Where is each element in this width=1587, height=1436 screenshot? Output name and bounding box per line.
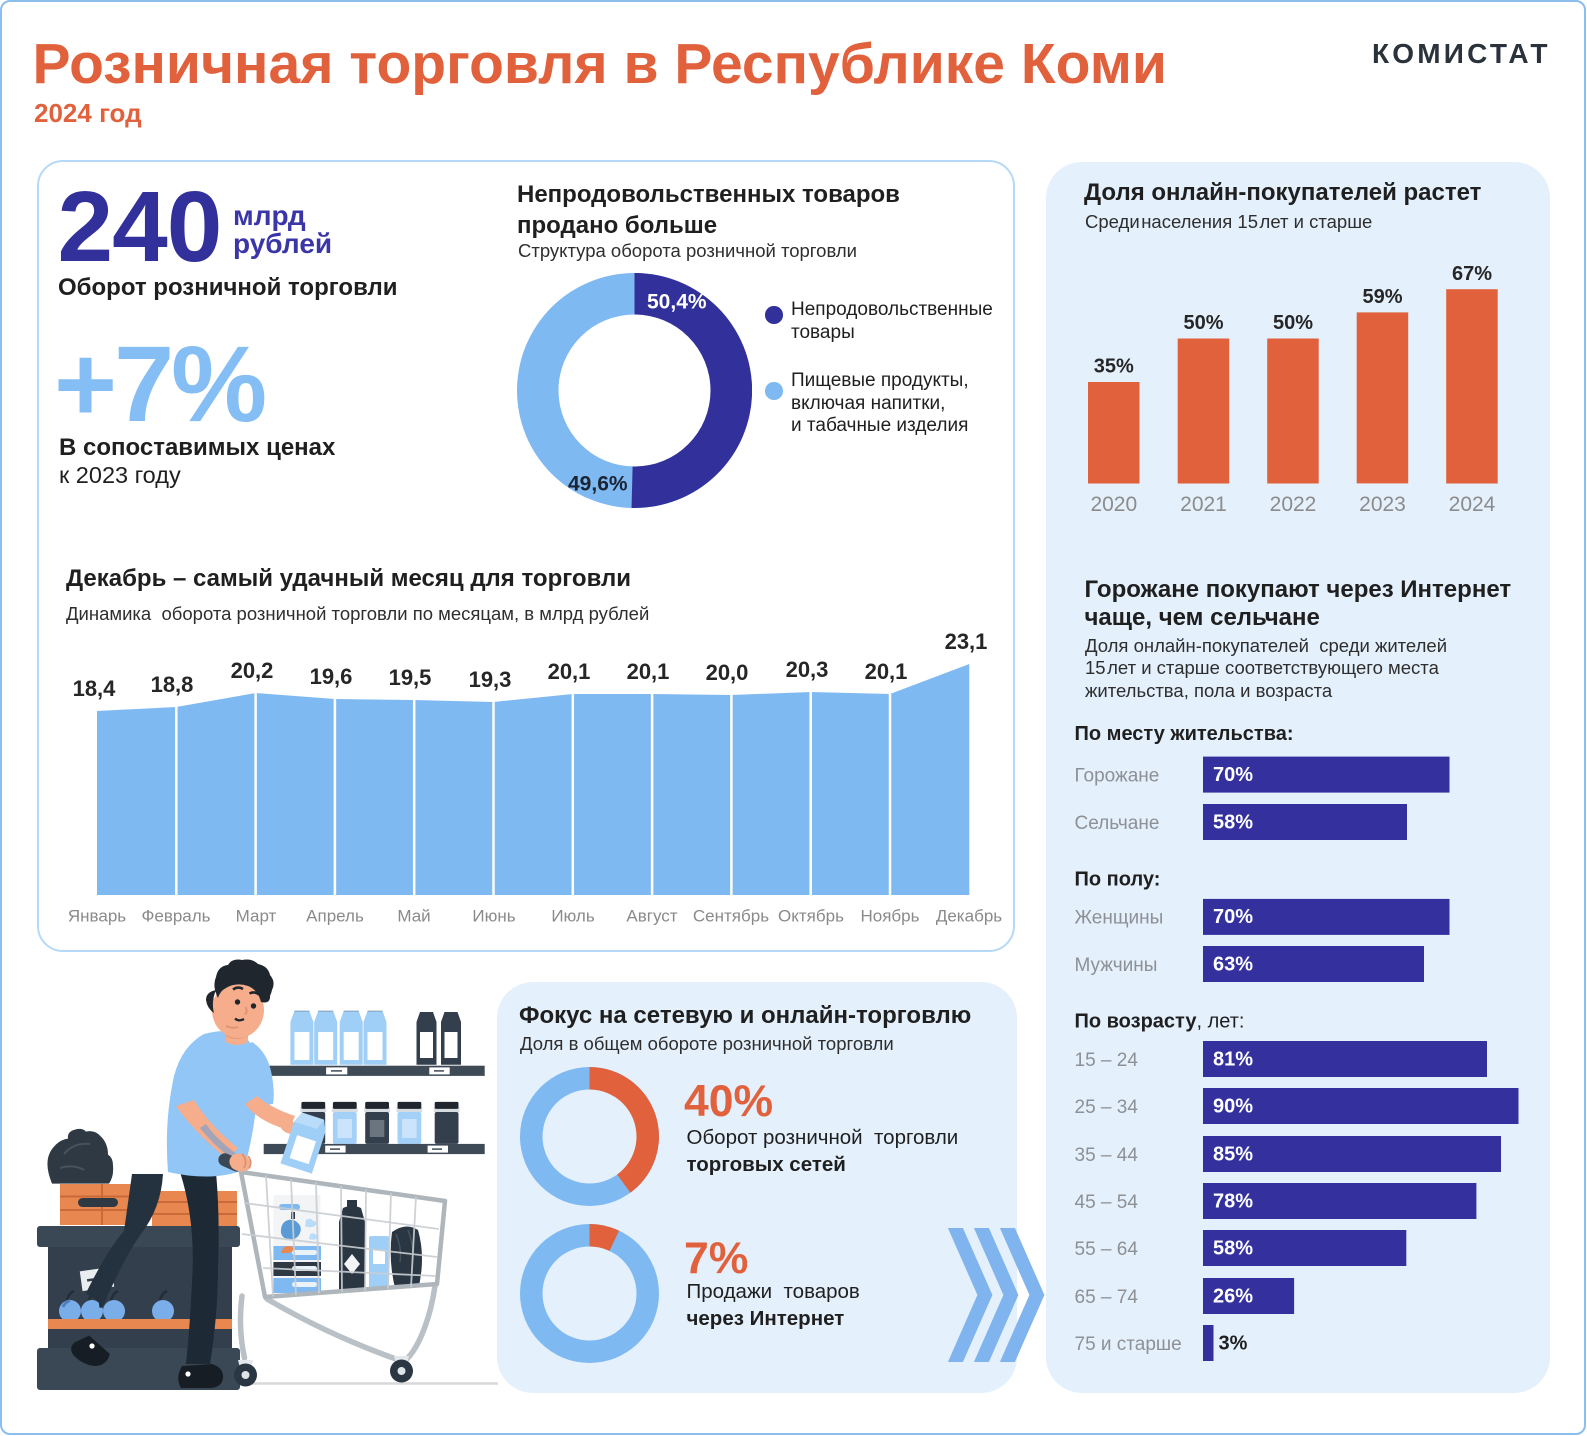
svg-text:58%: 58% (1213, 811, 1253, 833)
svg-text:2020: 2020 (1090, 493, 1137, 516)
svg-text:По месту жительства:: По месту жительства: (1075, 723, 1294, 745)
svg-text:18,8: 18,8 (151, 672, 194, 697)
svg-text:Февраль: Февраль (141, 907, 210, 926)
svg-text:Ноябрь: Ноябрь (861, 907, 920, 926)
svg-text:49,6%: 49,6% (568, 472, 628, 495)
svg-text:20,1: 20,1 (548, 659, 591, 684)
svg-text:45 – 54: 45 – 54 (1075, 1192, 1139, 1213)
svg-text:Сентябрь: Сентябрь (693, 907, 769, 926)
svg-text:Июнь: Июнь (472, 907, 515, 926)
svg-text:20,0: 20,0 (706, 660, 749, 685)
svg-text:Декабрь: Декабрь (936, 907, 1002, 926)
svg-text:Горожане: Горожане (1075, 765, 1160, 786)
svg-text:19,3: 19,3 (469, 667, 512, 692)
svg-text:78%: 78% (1213, 1190, 1253, 1212)
svg-text:70%: 70% (1213, 764, 1253, 786)
svg-text:Женщины: Женщины (1075, 908, 1164, 929)
svg-text:50,4%: 50,4% (647, 291, 707, 314)
svg-text:19,5: 19,5 (389, 665, 432, 690)
svg-text:2021: 2021 (1180, 493, 1227, 516)
svg-text:63%: 63% (1213, 953, 1253, 975)
svg-text:По возрасту, лет:: По возрасту, лет: (1075, 1011, 1245, 1033)
svg-text:19,6: 19,6 (310, 664, 353, 689)
svg-text:75 и старше: 75 и старше (1075, 1334, 1182, 1355)
svg-text:65 – 74: 65 – 74 (1075, 1287, 1139, 1308)
svg-text:15 – 24: 15 – 24 (1075, 1050, 1139, 1071)
svg-text:25 – 34: 25 – 34 (1075, 1097, 1139, 1118)
svg-text:85%: 85% (1213, 1143, 1253, 1165)
svg-text:70%: 70% (1213, 906, 1253, 928)
svg-text:2023: 2023 (1359, 493, 1406, 516)
svg-text:90%: 90% (1213, 1095, 1253, 1117)
svg-text:Июль: Июль (551, 907, 595, 926)
svg-text:26%: 26% (1213, 1285, 1253, 1307)
svg-text:По полу:: По полу: (1075, 869, 1161, 891)
svg-text:Январь: Январь (68, 907, 126, 926)
svg-text:3%: 3% (1219, 1332, 1248, 1354)
svg-text:18,4: 18,4 (73, 676, 117, 701)
svg-text:35 – 44: 35 – 44 (1075, 1145, 1139, 1166)
svg-text:Март: Март (236, 907, 277, 926)
svg-text:23,1: 23,1 (945, 629, 988, 654)
svg-text:20,3: 20,3 (786, 657, 829, 682)
svg-text:2022: 2022 (1270, 493, 1317, 516)
svg-text:35%: 35% (1094, 356, 1134, 378)
svg-text:59%: 59% (1362, 286, 1402, 308)
svg-text:Октябрь: Октябрь (778, 907, 844, 926)
svg-text:Май: Май (397, 907, 430, 926)
svg-text:Мужчины: Мужчины (1075, 955, 1158, 976)
svg-text:81%: 81% (1213, 1048, 1253, 1070)
svg-text:55 – 64: 55 – 64 (1075, 1239, 1139, 1260)
svg-text:2024: 2024 (1449, 493, 1496, 516)
svg-text:Сельчане: Сельчане (1075, 813, 1160, 834)
svg-text:50%: 50% (1183, 312, 1223, 334)
svg-text:50%: 50% (1273, 312, 1313, 334)
svg-text:Апрель: Апрель (306, 907, 364, 926)
svg-text:20,2: 20,2 (231, 658, 274, 683)
svg-text:67%: 67% (1452, 263, 1492, 285)
svg-text:58%: 58% (1213, 1237, 1253, 1259)
svg-text:20,1: 20,1 (627, 659, 670, 684)
svg-text:20,1: 20,1 (865, 659, 908, 684)
svg-text:Август: Август (626, 907, 677, 926)
